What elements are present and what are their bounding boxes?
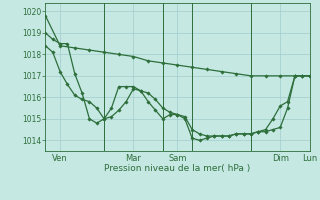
X-axis label: Pression niveau de la mer( hPa ): Pression niveau de la mer( hPa ) bbox=[104, 164, 251, 173]
